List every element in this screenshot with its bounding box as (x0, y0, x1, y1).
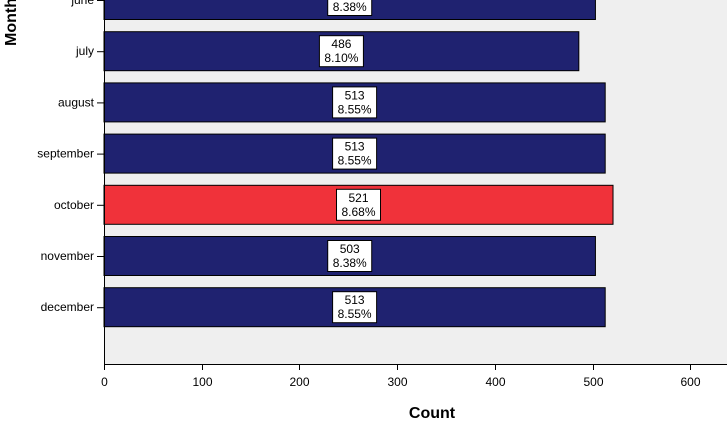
category-label-august: august (58, 95, 95, 109)
x-tick-label: 100 (192, 375, 212, 389)
data-label-box (332, 86, 378, 119)
data-label-box (332, 291, 378, 324)
x-tick-label: 0 (101, 375, 108, 389)
data-label-percent: 8.38% (333, 256, 367, 270)
data-label-percent: 8.10% (324, 51, 358, 65)
data-label-box (318, 35, 364, 68)
data-label-box (327, 240, 373, 272)
data-label-percent: 8.55% (338, 154, 372, 168)
category-label-september: september (37, 147, 94, 161)
category-label-december: december (41, 300, 94, 314)
x-tick-label: 600 (680, 375, 700, 389)
data-label-percent: 8.55% (338, 102, 372, 116)
x-tick-label: 500 (583, 375, 603, 389)
category-labels-group: june july august september october november de… (37, 0, 104, 314)
data-label-count: 486 (331, 37, 351, 51)
category-label-october: october (54, 198, 94, 212)
x-ticks-group: 0 100 200 300 400 500 600 (101, 364, 701, 389)
data-label-count: 503 (340, 242, 360, 256)
data-label-count: 513 (345, 140, 365, 154)
data-label-box (327, 0, 373, 16)
y-axis-title: Month (3, 0, 20, 46)
data-label-count: 513 (345, 293, 365, 307)
data-label-percent: 8.68% (341, 205, 375, 219)
category-label-july: july (75, 44, 94, 58)
data-labels-group: 5038.38%4868.10%5138.55%5138.55%5218.68%… (318, 0, 382, 324)
x-tick-label: 300 (387, 375, 407, 389)
data-label-percent: 8.55% (338, 307, 372, 321)
category-label-june: june (70, 0, 94, 7)
x-tick-label: 400 (485, 375, 505, 389)
data-label-box (332, 137, 378, 170)
data-label-box (336, 188, 382, 221)
data-label-percent: 8.38% (333, 0, 367, 14)
x-axis-title: Count (409, 405, 456, 422)
x-tick-label: 200 (289, 375, 309, 389)
data-label-count: 513 (345, 88, 365, 102)
data-label-count: 521 (348, 191, 368, 205)
category-label-november: november (41, 249, 94, 263)
